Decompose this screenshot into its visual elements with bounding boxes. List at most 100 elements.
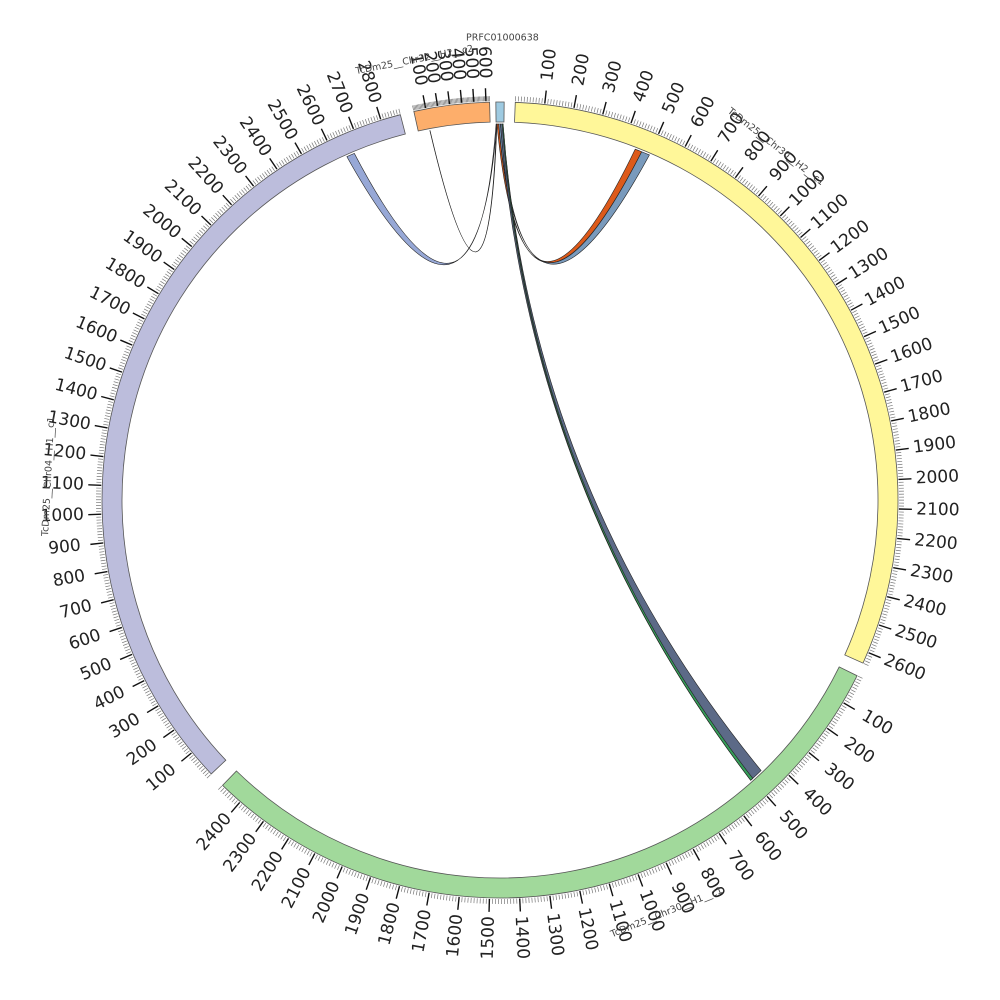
minor-tick: [800, 761, 806, 766]
minor-tick: [291, 153, 295, 159]
minor-tick: [421, 891, 424, 897]
minor-tick: [101, 562, 107, 565]
minor-tick: [880, 379, 886, 382]
minor-tick: [644, 123, 648, 129]
minor-tick: [541, 98, 543, 104]
minor-tick: [695, 147, 699, 153]
minor-tick: [741, 817, 745, 822]
minor-tick: [728, 826, 733, 831]
major-tick: [800, 228, 811, 239]
minor-tick: [443, 895, 445, 901]
tick-label: 2300: [219, 829, 261, 876]
minor-tick: [180, 252, 185, 256]
major-tick: [602, 101, 607, 115]
minor-tick: [896, 452, 902, 454]
minor-tick: [889, 587, 895, 590]
minor-tick: [146, 303, 152, 307]
minor-tick: [232, 196, 237, 202]
minor-tick: [643, 872, 646, 877]
minor-tick: [882, 613, 888, 616]
minor-tick: [777, 785, 782, 790]
minor-tick: [872, 356, 878, 359]
minor-tick: [861, 328, 867, 332]
tick-label: 2000: [915, 466, 959, 488]
minor-tick: [293, 842, 297, 848]
minor-tick: [884, 393, 890, 396]
minor-tick: [118, 632, 124, 635]
minor-tick: [718, 161, 722, 167]
minor-tick: [433, 101, 436, 107]
minor-tick: [115, 375, 121, 378]
minor-tick: [331, 862, 335, 868]
minor-tick: [794, 227, 799, 232]
minor-tick: [111, 607, 117, 610]
major-tick: [897, 537, 911, 541]
minor-tick: [418, 104, 420, 110]
minor-tick: [415, 890, 418, 896]
minor-tick: [773, 205, 778, 211]
tick-label: 2100: [916, 499, 960, 520]
minor-tick: [181, 745, 187, 750]
minor-tick: [134, 326, 140, 330]
major-tick: [883, 387, 897, 393]
link-ribbon-5: [429, 123, 498, 253]
minor-tick: [152, 703, 157, 707]
minor-tick: [582, 890, 585, 896]
minor-tick: [457, 98, 459, 104]
minor-tick: [700, 844, 704, 850]
tick-label: 1800: [101, 254, 148, 293]
minor-tick: [846, 299, 852, 303]
minor-tick: [641, 122, 645, 128]
minor-tick: [622, 115, 625, 121]
minor-tick: [194, 761, 200, 766]
minor-tick: [185, 750, 190, 755]
tick-label: 1300: [845, 244, 892, 284]
tick-label: 800: [51, 566, 87, 591]
major-tick: [459, 89, 463, 103]
minor-tick: [744, 180, 749, 186]
major-tick: [320, 128, 328, 141]
minor-tick: [829, 271, 834, 276]
minor-tick: [301, 847, 305, 853]
minor-tick: [151, 295, 156, 299]
minor-tick: [657, 866, 661, 872]
major-tick: [665, 862, 673, 875]
minor-tick: [547, 98, 549, 104]
minor-tick: [610, 111, 614, 117]
minor-tick: [540, 896, 542, 902]
minor-tick: [777, 210, 782, 215]
major-tick: [90, 454, 104, 458]
minor-tick: [887, 402, 893, 404]
minor-tick: [231, 798, 236, 803]
minor-tick: [880, 619, 886, 622]
minor-tick: [257, 819, 262, 824]
minor-tick: [775, 208, 780, 213]
tick-label: 1500: [61, 343, 108, 376]
tick-label: 1200: [827, 216, 874, 258]
tick-label: 200: [123, 735, 161, 770]
minor-tick: [613, 112, 616, 118]
major-tick: [163, 261, 175, 271]
minor-tick: [184, 247, 189, 252]
minor-tick: [113, 616, 119, 619]
tick-label: 400: [629, 68, 659, 105]
minor-tick: [860, 326, 865, 329]
major-tick: [608, 883, 614, 897]
minor-tick: [122, 643, 128, 646]
minor-tick: [663, 863, 666, 869]
minor-tick: [255, 817, 259, 822]
minor-tick: [420, 103, 423, 109]
minor-tick: [108, 596, 114, 599]
minor-tick: [110, 604, 116, 607]
tick-label: 300: [433, 48, 457, 83]
minor-tick: [141, 313, 146, 317]
minor-tick: [247, 183, 252, 189]
minor-tick: [626, 878, 629, 884]
minor-tick: [871, 353, 877, 357]
minor-tick: [697, 149, 701, 154]
tick-label: 100: [142, 760, 180, 796]
minor-tick: [200, 768, 205, 772]
minor-tick: [842, 291, 847, 296]
minor-tick: [446, 895, 448, 901]
minor-tick: [840, 707, 845, 711]
